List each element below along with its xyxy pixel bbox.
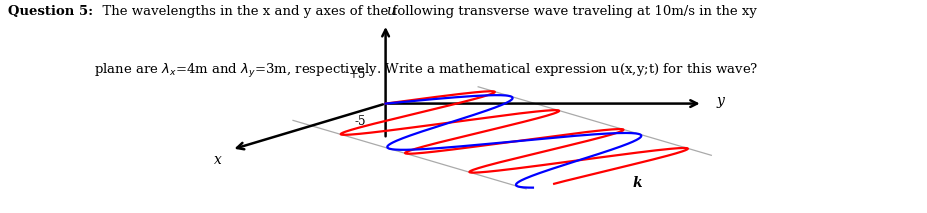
- Text: plane are $\lambda_x$=4m and $\lambda_y$=3m, respectively. Write a mathematical : plane are $\lambda_x$=4m and $\lambda_y$…: [94, 62, 758, 80]
- Text: -5: -5: [354, 115, 365, 128]
- Text: u: u: [386, 4, 395, 18]
- Text: The wavelengths in the x and y axes of the following transverse wave traveling a: The wavelengths in the x and y axes of t…: [94, 5, 756, 18]
- Text: x: x: [214, 153, 222, 167]
- Text: k: k: [632, 176, 641, 190]
- Text: +5: +5: [349, 68, 365, 81]
- Text: y: y: [717, 95, 724, 108]
- Text: Question 5:: Question 5:: [8, 5, 93, 18]
